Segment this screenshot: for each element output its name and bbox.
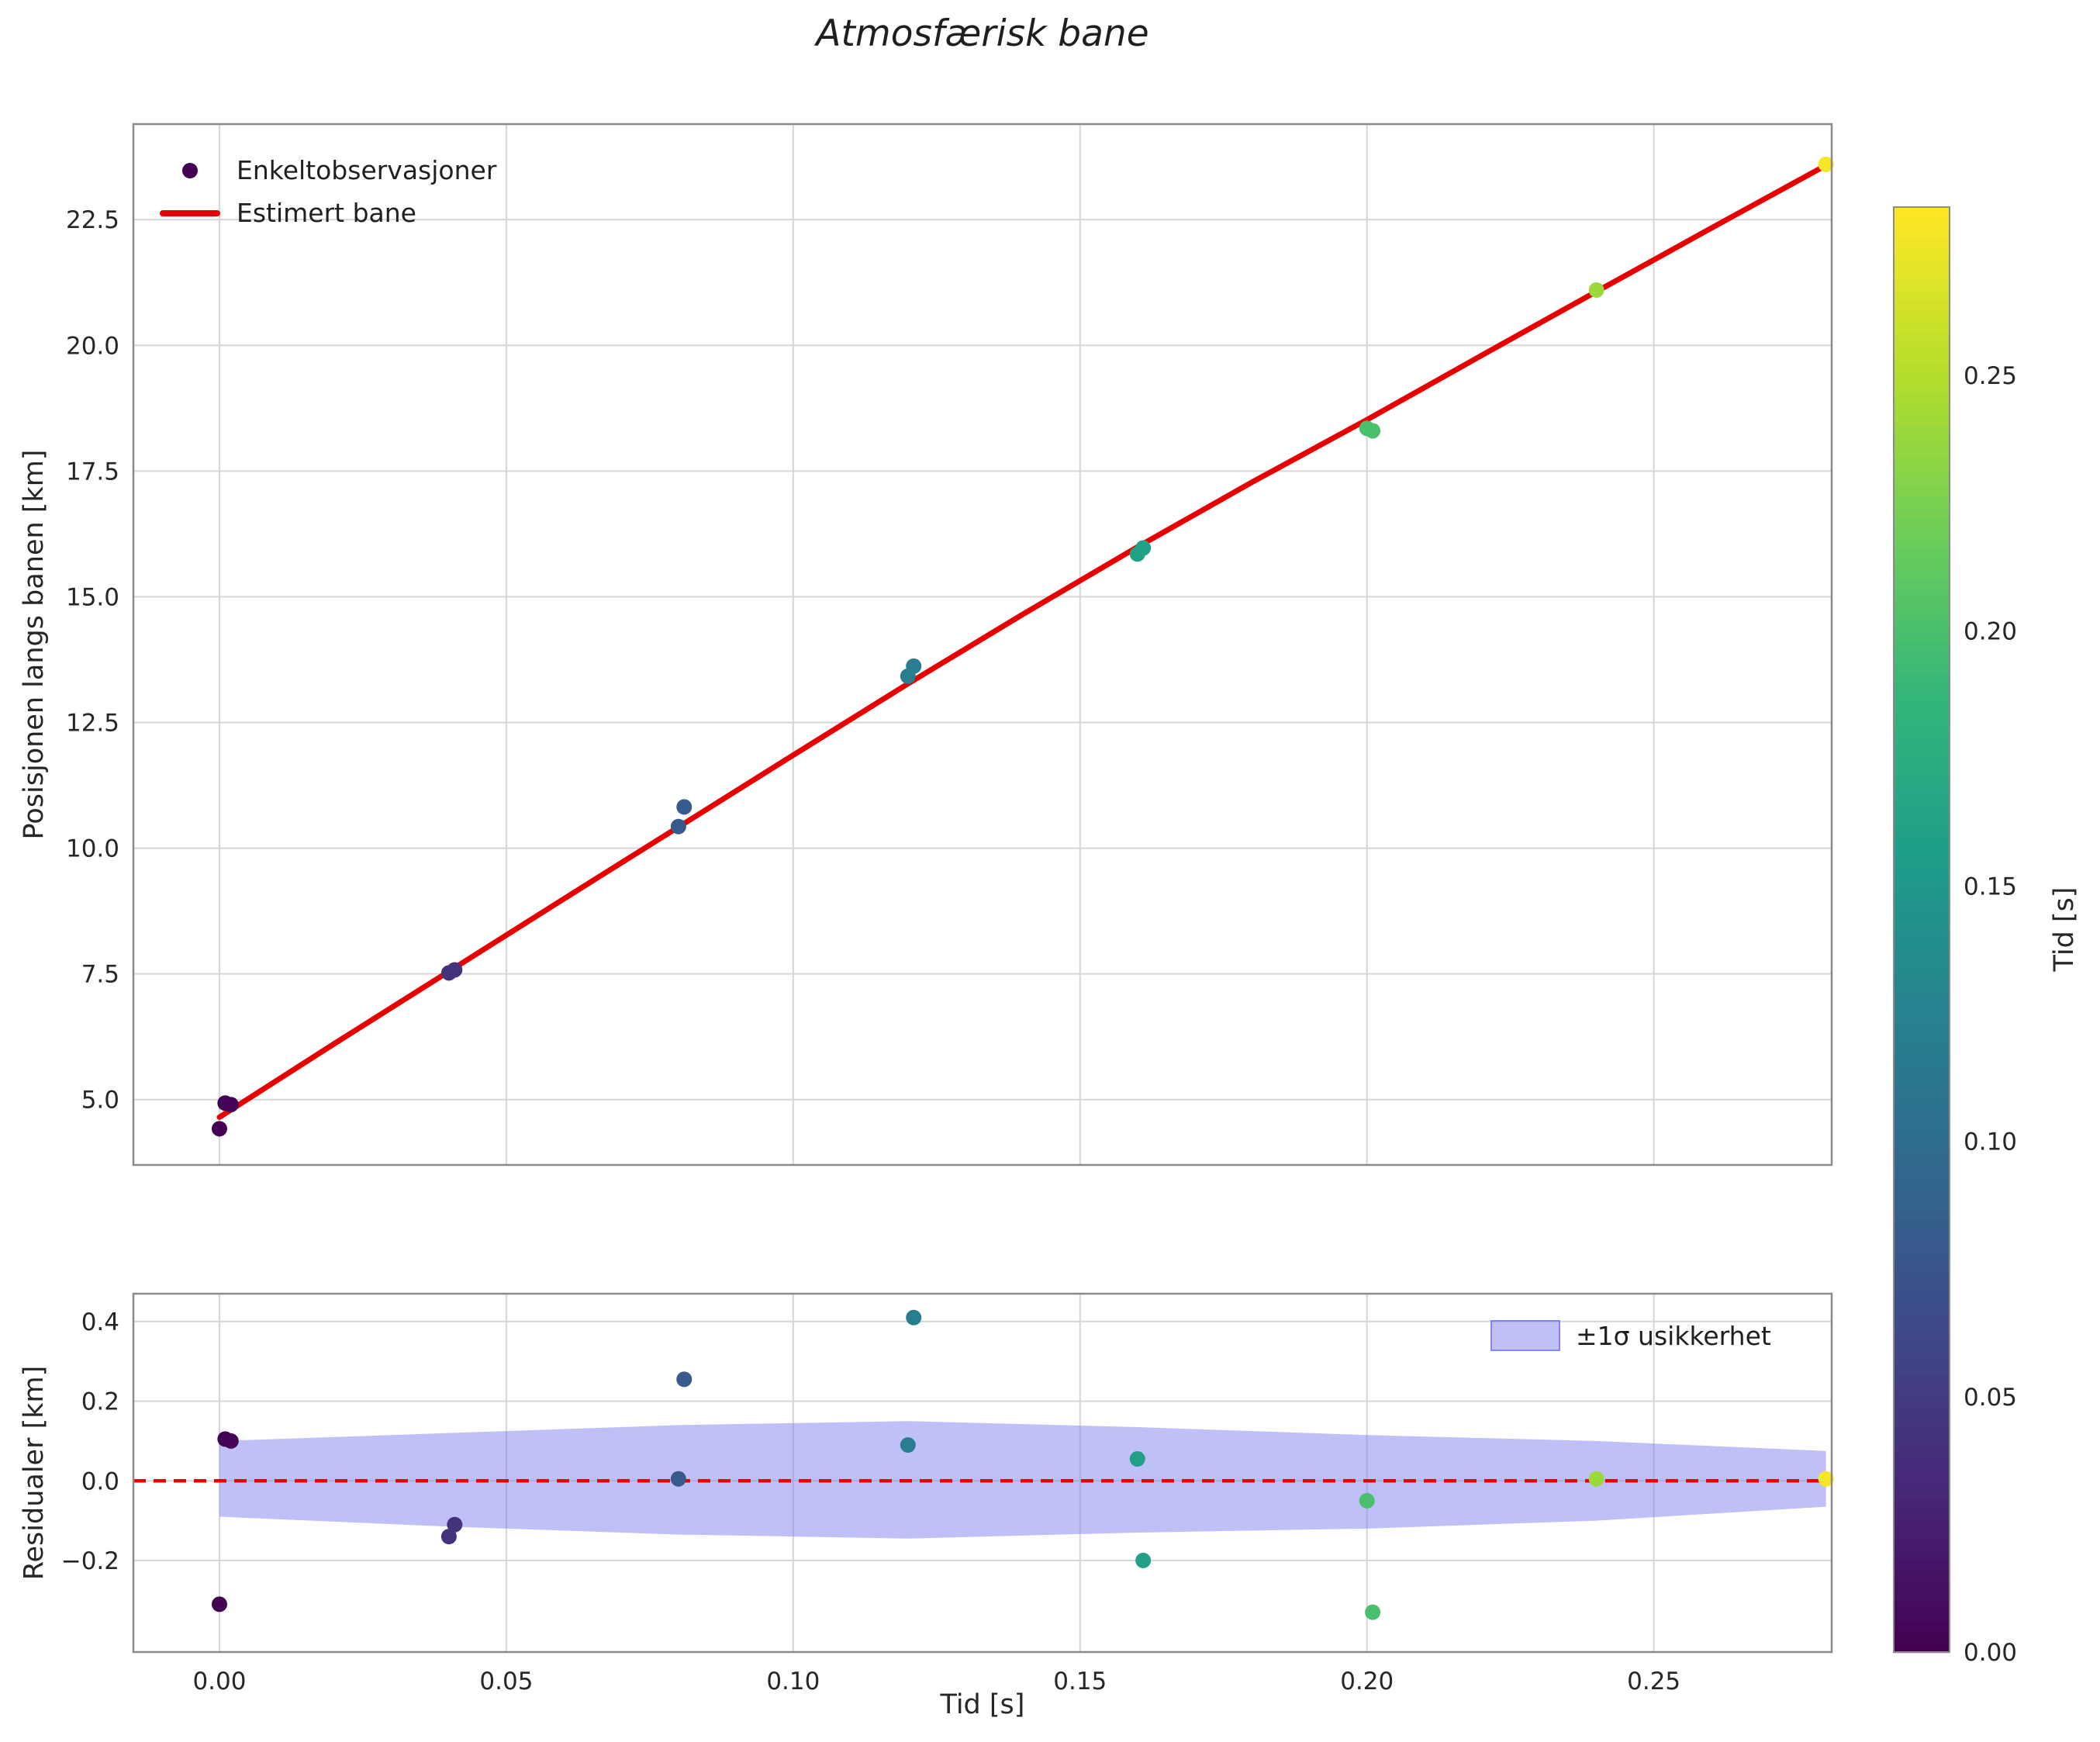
observation-point: [676, 799, 693, 815]
colorbar: [1894, 207, 1950, 1654]
colorbar-label: Tid [s]: [2049, 887, 2080, 972]
observation-point: [1818, 156, 1834, 172]
tick-label: 20.0: [66, 332, 119, 360]
residual-point: [1818, 1471, 1834, 1487]
tick-label: 0.25: [1964, 362, 2017, 390]
residual-y-axis-label: Residualer [km]: [19, 1365, 50, 1581]
residual-points: [211, 1309, 1834, 1620]
colorbar-frame: [1893, 206, 1950, 1653]
tick-label: 12.5: [66, 709, 119, 737]
tick-label: 0.0: [81, 1467, 119, 1495]
residual-point: [1365, 1604, 1381, 1620]
observation-points: [211, 156, 1834, 1137]
tick-label: 0.4: [81, 1308, 119, 1336]
legend-label-estimated: Estimert bane: [237, 198, 416, 228]
observation-point: [906, 658, 922, 674]
observation-point: [1588, 282, 1604, 298]
residual-point: [676, 1371, 693, 1388]
tick-label: 0.20: [1964, 617, 2017, 645]
scatter-marker-icon: [182, 162, 198, 178]
tick-label: 0.05: [479, 1668, 533, 1695]
main-legend: Enkeltobservasjoner Estimert bane: [159, 155, 496, 228]
tick-label: 5.0: [81, 1087, 119, 1115]
residual-legend: ±1σ usikkerhet: [1490, 1320, 1771, 1351]
tick-label: 0.15: [1964, 873, 2017, 901]
axes-frame: [132, 1292, 1833, 1654]
tick-label: 7.5: [81, 961, 119, 989]
legend-label-observations: Enkeltobservasjoner: [237, 155, 497, 185]
residual-point: [1129, 1451, 1145, 1467]
legend-row-estimated: Estimert bane: [159, 198, 496, 228]
legend-label-band: ±1σ usikkerhet: [1576, 1320, 1771, 1351]
residual-point: [900, 1437, 916, 1453]
residual-point: [1359, 1492, 1375, 1509]
grid: [133, 124, 1832, 1165]
tick-label: 0.15: [1053, 1668, 1107, 1695]
residual-point: [440, 1529, 457, 1545]
observation-point: [670, 818, 686, 835]
residual-point: [906, 1309, 922, 1326]
residual-point: [1588, 1471, 1604, 1487]
observation-point: [223, 1097, 239, 1113]
legend-row-band: ±1σ usikkerhet: [1490, 1320, 1771, 1351]
residual-point: [670, 1471, 686, 1487]
tick-label: 15.0: [66, 583, 119, 611]
residual-point: [211, 1596, 227, 1612]
residual-point: [1135, 1552, 1152, 1568]
residual-point: [447, 1516, 463, 1533]
tick-label: 0.25: [1627, 1668, 1680, 1695]
axes-frame: [132, 123, 1833, 1167]
observation-point: [1365, 423, 1381, 439]
observation-point: [1135, 540, 1152, 556]
band-patch-icon: [1490, 1320, 1560, 1351]
tick-label: 17.5: [66, 458, 119, 486]
line-marker-icon: [160, 209, 220, 216]
observation-point: [447, 962, 463, 978]
tick-label: 10.0: [66, 835, 119, 863]
legend-row-observations: Enkeltobservasjoner: [159, 155, 496, 185]
x-axis-label: Tid [s]: [940, 1689, 1025, 1720]
figure-title: Atmosfærisk bane: [816, 12, 1149, 55]
residual-point: [223, 1433, 239, 1449]
tick-label: 0.2: [81, 1388, 119, 1416]
tick-label: 0.00: [1964, 1639, 2017, 1667]
observation-point: [211, 1121, 227, 1137]
tick-label: 0.10: [766, 1668, 820, 1695]
tick-label: 0.05: [1964, 1384, 2017, 1412]
tick-label: 0.20: [1340, 1668, 1394, 1695]
tick-label: 0.10: [1964, 1128, 2017, 1156]
main-y-axis-label: Posisjonen langs banen [km]: [19, 449, 50, 840]
estimated-line: [216, 162, 1829, 1120]
tick-label: 22.5: [66, 206, 119, 234]
tick-label: −0.2: [61, 1547, 119, 1575]
tick-label: 0.00: [192, 1668, 246, 1695]
